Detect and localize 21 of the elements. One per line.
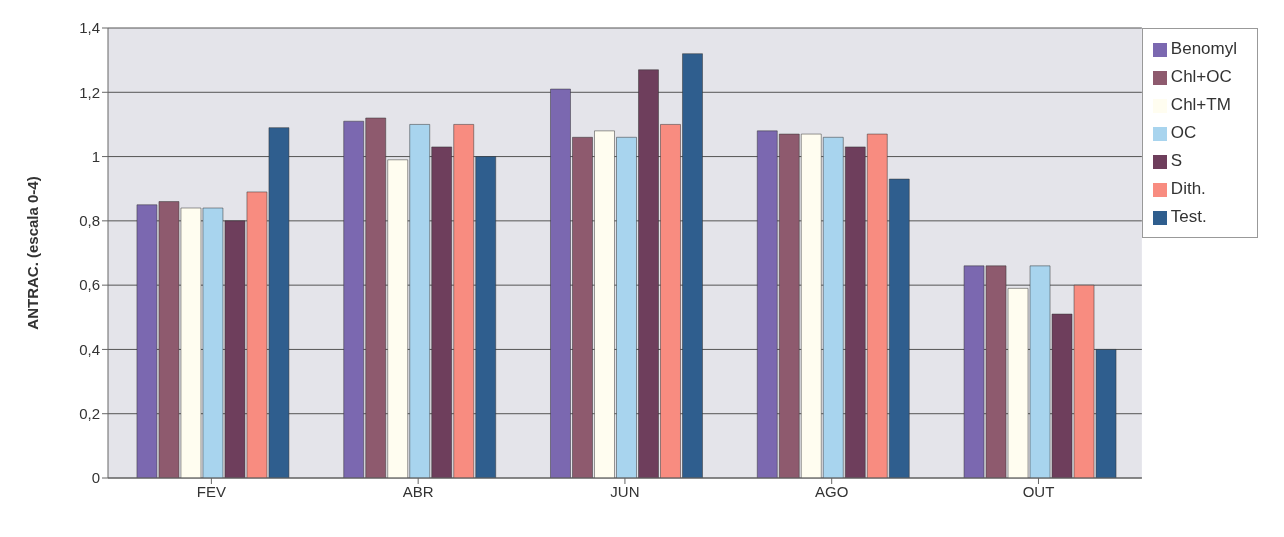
y-tick-label: 1,2 xyxy=(79,83,100,101)
x-tick-label: AGO xyxy=(815,482,849,500)
y-tick-label: 0,4 xyxy=(79,340,100,358)
y-tick-label: 0,6 xyxy=(79,276,100,294)
y-tick-label: 0,8 xyxy=(79,212,100,230)
y-tick-label: 0 xyxy=(91,469,100,487)
x-tick-label: ABR xyxy=(402,482,434,500)
y-axis-title: ANTRAC. (escala 0-4) xyxy=(24,176,42,330)
legend-label: Chl+TM xyxy=(1170,95,1231,114)
x-tick-label: OUT xyxy=(1022,482,1055,500)
legend-label: S xyxy=(1170,151,1183,170)
legend-label: Dith. xyxy=(1170,179,1206,198)
legend-label: Benomyl xyxy=(1170,39,1237,58)
y-tick-label: 1 xyxy=(91,147,100,165)
y-tick-label: 0,2 xyxy=(79,405,100,423)
legend-label: OC xyxy=(1170,123,1197,142)
x-tick-label: JUN xyxy=(610,482,640,500)
legend-label: Chl+OC xyxy=(1170,67,1232,86)
y-tick-label: 1,4 xyxy=(79,19,100,37)
legend-label: Test. xyxy=(1170,207,1207,226)
x-tick-label: FEV xyxy=(196,482,226,500)
